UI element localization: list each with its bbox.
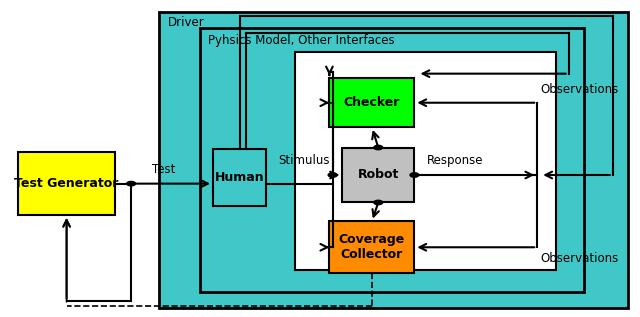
Text: Coverage
Collector: Coverage Collector bbox=[339, 233, 405, 261]
Text: Observations: Observations bbox=[540, 83, 619, 96]
Circle shape bbox=[374, 200, 383, 205]
Circle shape bbox=[328, 173, 337, 177]
Text: Stimulus: Stimulus bbox=[278, 154, 330, 167]
Circle shape bbox=[374, 145, 383, 150]
Circle shape bbox=[410, 173, 419, 177]
Text: Driver: Driver bbox=[168, 16, 204, 29]
Text: Checker: Checker bbox=[344, 96, 400, 109]
Bar bbox=[213, 149, 266, 206]
Bar bbox=[159, 12, 628, 308]
Text: Observations: Observations bbox=[540, 252, 619, 265]
Bar bbox=[330, 78, 415, 127]
Bar bbox=[18, 152, 115, 215]
Bar bbox=[295, 52, 556, 270]
Circle shape bbox=[127, 181, 136, 186]
Text: Test Generator: Test Generator bbox=[15, 177, 119, 190]
Bar bbox=[330, 221, 415, 273]
Bar bbox=[200, 28, 584, 292]
Bar bbox=[342, 147, 415, 203]
Text: Pyhsics Model, Other Interfaces: Pyhsics Model, Other Interfaces bbox=[208, 34, 394, 47]
Text: Response: Response bbox=[427, 154, 483, 167]
Text: Test: Test bbox=[152, 163, 176, 176]
Text: Human: Human bbox=[215, 171, 264, 184]
Text: Robot: Robot bbox=[358, 169, 399, 182]
